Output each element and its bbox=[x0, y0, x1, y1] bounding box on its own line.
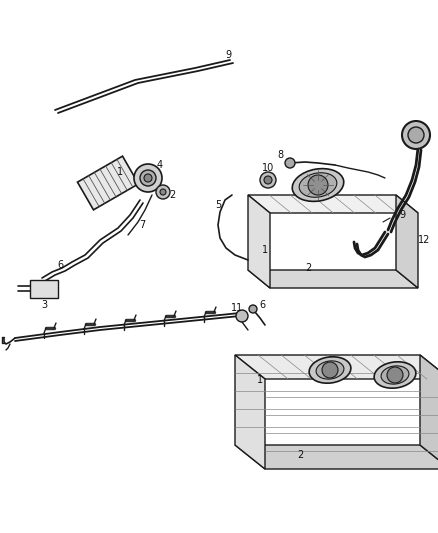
Ellipse shape bbox=[309, 357, 351, 383]
Polygon shape bbox=[248, 270, 418, 288]
Circle shape bbox=[285, 158, 295, 168]
Text: 2: 2 bbox=[297, 450, 303, 460]
Text: 6: 6 bbox=[57, 260, 63, 270]
Text: 8: 8 bbox=[277, 150, 283, 160]
Text: 5: 5 bbox=[215, 200, 221, 210]
Polygon shape bbox=[30, 280, 58, 298]
Text: 7: 7 bbox=[139, 220, 145, 230]
Text: 4: 4 bbox=[157, 160, 163, 170]
Text: 1: 1 bbox=[117, 167, 123, 177]
Text: 1: 1 bbox=[257, 375, 263, 385]
Ellipse shape bbox=[299, 173, 337, 197]
Ellipse shape bbox=[381, 366, 409, 384]
Text: 9: 9 bbox=[225, 50, 231, 60]
Text: 10: 10 bbox=[262, 163, 274, 173]
Ellipse shape bbox=[292, 168, 344, 201]
Text: 6: 6 bbox=[259, 300, 265, 310]
Circle shape bbox=[249, 305, 257, 313]
Polygon shape bbox=[235, 355, 265, 469]
Text: 12: 12 bbox=[418, 235, 430, 245]
Circle shape bbox=[134, 164, 162, 192]
Text: 2: 2 bbox=[305, 263, 311, 273]
Polygon shape bbox=[420, 355, 438, 469]
Ellipse shape bbox=[316, 361, 344, 379]
Circle shape bbox=[387, 367, 403, 383]
Polygon shape bbox=[248, 195, 270, 288]
Circle shape bbox=[156, 185, 170, 199]
Polygon shape bbox=[396, 195, 418, 288]
Text: 2: 2 bbox=[169, 190, 175, 200]
Circle shape bbox=[260, 172, 276, 188]
Circle shape bbox=[264, 176, 272, 184]
Text: 11: 11 bbox=[231, 303, 243, 313]
Circle shape bbox=[144, 174, 152, 182]
Polygon shape bbox=[78, 156, 138, 210]
Text: 9: 9 bbox=[399, 210, 405, 220]
Circle shape bbox=[236, 310, 248, 322]
Polygon shape bbox=[235, 355, 438, 379]
Circle shape bbox=[140, 170, 156, 186]
Circle shape bbox=[402, 121, 430, 149]
Text: 3: 3 bbox=[41, 300, 47, 310]
Circle shape bbox=[322, 362, 338, 378]
Circle shape bbox=[408, 127, 424, 143]
Circle shape bbox=[160, 189, 166, 195]
Circle shape bbox=[308, 175, 328, 195]
Text: 1: 1 bbox=[262, 245, 268, 255]
Polygon shape bbox=[235, 445, 438, 469]
Polygon shape bbox=[248, 195, 418, 213]
Ellipse shape bbox=[374, 362, 416, 388]
